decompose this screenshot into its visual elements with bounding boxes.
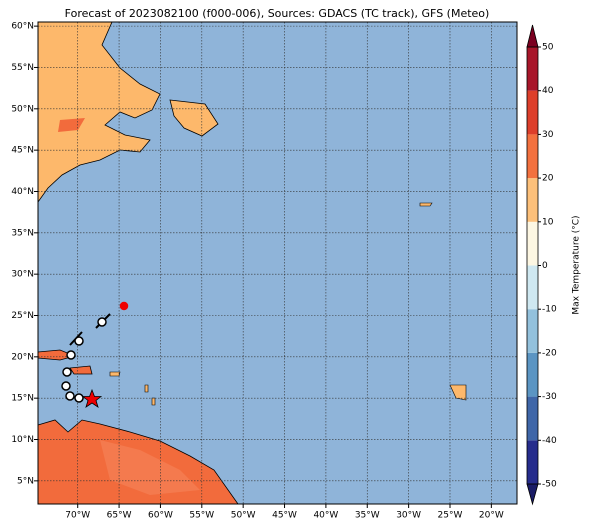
colorbar-tick-label: 30 (542, 130, 554, 140)
lon-tick-label: 25°W (438, 511, 463, 521)
track-point (66, 350, 76, 360)
lat-tick-label: 20°N (11, 352, 34, 362)
colorbar-band (527, 440, 538, 484)
track-point (97, 317, 107, 327)
lon-tick-label: 55°W (189, 511, 214, 521)
track-point (61, 381, 71, 391)
lon-tick-label: 60°W (148, 511, 173, 521)
colorbar-tick-label: 40 (542, 86, 554, 96)
tc-track (61, 301, 129, 408)
colorbar-band (527, 352, 538, 397)
colorbar-band (527, 90, 538, 135)
lat-tick-label: 30°N (11, 270, 34, 280)
track-point (74, 336, 84, 346)
colorbar-under (526, 483, 539, 506)
colorbar-band (527, 396, 538, 441)
colorbar-band (527, 265, 538, 310)
track-point (74, 393, 84, 403)
current-position (81, 388, 103, 408)
colorbar-band (527, 221, 538, 266)
lat-tick-label: 40°N (11, 187, 34, 197)
lon-tick-label: 30°W (396, 511, 421, 521)
colorbar-band (527, 47, 538, 91)
map-title: Forecast of 2023082100 (f000-006), Sourc… (65, 7, 490, 20)
storm-symbol (119, 301, 129, 311)
warm-patch (58, 118, 85, 132)
colorbar-over (526, 24, 539, 48)
lon-tick-label: 50°W (231, 511, 256, 521)
lat-tick-label: 35°N (11, 228, 34, 238)
colorbar-tick-label: 50 (542, 43, 554, 53)
colorbar-tick-label: -20 (542, 348, 557, 358)
lon-tick-label: 65°W (107, 511, 132, 521)
lat-tick-label: 60°N (11, 22, 34, 32)
lon-tick-label: 70°W (65, 511, 90, 521)
hispaniola (69, 365, 93, 375)
lat-tick-label: 25°N (11, 311, 34, 321)
north-america (37, 21, 161, 204)
colorbar-band (527, 134, 538, 179)
lat-tick-label: 50°N (11, 104, 34, 114)
map (37, 21, 517, 505)
colorbar-tick-label: 0 (542, 261, 548, 271)
lon-tick-label: 35°W (355, 511, 380, 521)
track-point (62, 367, 72, 377)
lat-tick-label: 15°N (11, 394, 34, 404)
colorbar-tick-label: 10 (542, 217, 554, 227)
warm-patch (100, 440, 200, 495)
colorbar-band (527, 178, 538, 222)
lon-tick-label: 45°W (272, 511, 297, 521)
colorbar-band (527, 309, 538, 353)
map-frame (37, 21, 518, 505)
lat-tick-label: 55°N (11, 63, 34, 73)
lon-tick-label: 40°W (313, 511, 338, 521)
track-point (65, 391, 75, 401)
colorbar-tick-label: -30 (542, 392, 557, 402)
colorbar-tick-label: 20 (542, 174, 554, 184)
colorbar-tick-label: -10 (542, 305, 557, 315)
colorbar-tick-label: -40 (542, 436, 557, 446)
lat-tick-label: 5°N (17, 476, 34, 486)
lat-tick-label: 10°N (11, 435, 34, 445)
lat-tick-label: 45°N (11, 146, 34, 156)
lon-tick-label: 20°W (479, 511, 504, 521)
colorbar-label: Max Temperature (°C) (572, 215, 582, 314)
colorbar-tick-label: -50 (542, 480, 557, 490)
